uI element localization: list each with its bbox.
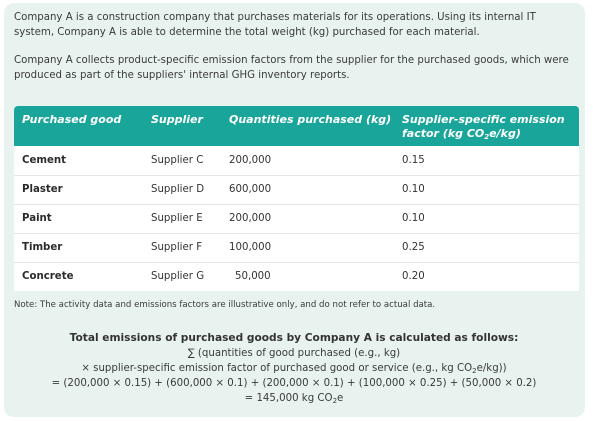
- cell-factor: 0.10: [402, 184, 425, 195]
- intro-paragraph-1: Company A is a construction company that…: [14, 12, 536, 38]
- formula-heading: Total emissions of purchased goods by Co…: [69, 332, 519, 344]
- cell-supplier: Supplier F: [151, 242, 203, 253]
- formula-line-2-subscript: 2: [472, 367, 477, 375]
- cell-quantity: 50,000: [235, 271, 271, 283]
- cell-good: Concrete: [22, 271, 74, 283]
- cell-factor: 0.20: [402, 271, 425, 283]
- cell-supplier: Supplier G: [151, 271, 205, 283]
- formula-line-2-post: e/kg)): [476, 363, 507, 374]
- intro-paragraph-2: Company A collects product-specific emis…: [14, 55, 569, 81]
- table-row: Plaster Supplier D 600,000 0.10: [14, 175, 579, 204]
- table-row: Concrete Supplier G 50,000 0.20: [14, 262, 579, 291]
- cell-factor: 0.25: [402, 242, 425, 253]
- header-factor-line1: Supplier-specific emission: [402, 113, 565, 126]
- emission-table: Purchased good Supplier Quantities purch…: [14, 106, 579, 291]
- cell-quantity: 200,000: [229, 213, 272, 224]
- table-row: Paint Supplier E 200,000 0.10: [14, 204, 579, 233]
- formula-result-subscript: 2: [332, 397, 338, 405]
- formula-result-pre: = 145,000 kg CO: [244, 393, 333, 404]
- emission-table-container: Purchased good Supplier Quantities purch…: [14, 106, 579, 291]
- header-emission-factor: Supplier-specific emission factor (kg CO…: [402, 106, 579, 146]
- header-purchased-good: Purchased good: [22, 113, 122, 126]
- header-quantity: Quantities purchased (kg): [229, 113, 392, 126]
- formula-line-1: ∑ (quantities of good purchased (e.g., k…: [187, 348, 401, 359]
- header-supplier: Supplier: [151, 113, 203, 126]
- cell-supplier: Supplier E: [151, 213, 203, 224]
- calculation-formula: Total emissions of purchased goods by Co…: [14, 331, 574, 406]
- cell-quantity: 600,000: [229, 184, 272, 195]
- cell-supplier: Supplier C: [151, 154, 204, 166]
- header-factor-line2-post: e/kg): [489, 127, 521, 140]
- cell-supplier: Supplier D: [151, 184, 205, 195]
- table-row: Cement Supplier C 200,000 0.15: [14, 146, 579, 175]
- formula-result: = 145,000 kg CO2e: [14, 391, 574, 406]
- formula-result-post: e: [337, 393, 344, 404]
- content-panel: Company A is a construction company that…: [4, 3, 585, 417]
- formula-line-2-pre: × supplier-specific emission factor of p…: [81, 363, 473, 374]
- cell-good: Plaster: [22, 184, 63, 195]
- cell-good: Cement: [22, 154, 67, 166]
- header-factor-line2-pre: factor (kg CO: [402, 127, 485, 140]
- cell-quantity: 200,000: [229, 154, 272, 166]
- cell-good: Paint: [22, 213, 52, 224]
- cell-factor: 0.10: [402, 213, 425, 224]
- disclaimer-note: Note: The activity data and emissions fa…: [14, 300, 436, 310]
- formula-line-2: × supplier-specific emission factor of p…: [14, 361, 574, 376]
- cell-factor: 0.15: [402, 154, 425, 166]
- table-row: Timber Supplier F 100,000 0.25: [14, 233, 579, 262]
- cell-quantity: 100,000: [229, 242, 272, 253]
- formula-line-3: = (200,000 × 0.15) + (600,000 × 0.1) + (…: [51, 378, 537, 389]
- cell-good: Timber: [22, 242, 63, 253]
- table-header-row: Purchased good Supplier Quantities purch…: [14, 106, 579, 146]
- header-factor-subscript: 2: [484, 133, 490, 141]
